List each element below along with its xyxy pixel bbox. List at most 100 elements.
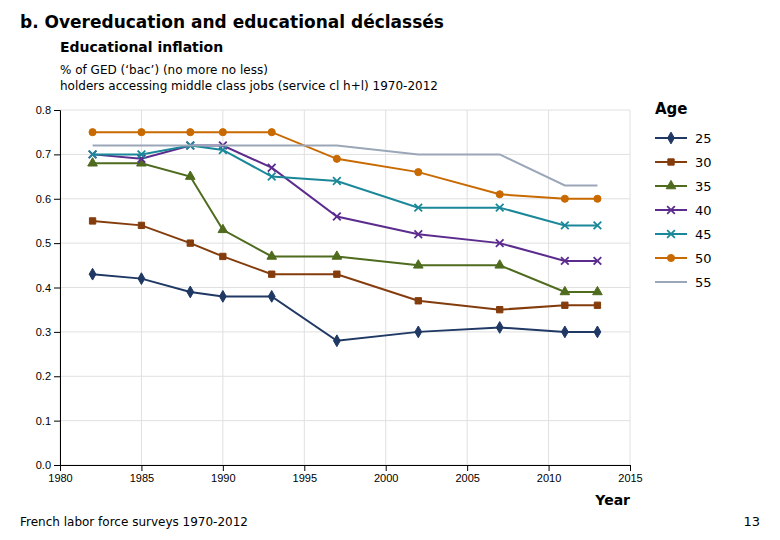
grid-line bbox=[60, 198, 630, 199]
marker bbox=[333, 155, 340, 162]
y-axis-label: holders accessing middle class jobs (ser… bbox=[60, 79, 438, 93]
legend-marker bbox=[668, 132, 675, 144]
marker bbox=[269, 271, 275, 277]
marker bbox=[268, 164, 276, 172]
y-tick: 0.4 bbox=[36, 282, 60, 294]
grid bbox=[60, 110, 630, 465]
x-tick: 1980 bbox=[48, 465, 72, 484]
marker bbox=[268, 173, 276, 181]
marker bbox=[594, 302, 600, 308]
series bbox=[89, 129, 601, 203]
marker bbox=[414, 204, 422, 212]
legend-marker bbox=[667, 206, 675, 214]
marker bbox=[185, 171, 195, 179]
axis-domain bbox=[61, 466, 631, 472]
series bbox=[89, 142, 602, 230]
tick-label: 2015 bbox=[618, 472, 642, 484]
marker bbox=[267, 251, 277, 259]
legend-marker bbox=[668, 159, 674, 165]
tick-mark bbox=[54, 243, 60, 244]
x-tick: 2010 bbox=[537, 465, 561, 484]
marker bbox=[415, 326, 422, 338]
legend-item: 50 bbox=[655, 251, 712, 266]
marker bbox=[268, 290, 275, 302]
tick-label: 0.7 bbox=[36, 148, 51, 160]
grid-line bbox=[60, 243, 630, 244]
tick-label: 0.6 bbox=[36, 193, 51, 205]
marker bbox=[594, 195, 601, 202]
marker bbox=[497, 307, 503, 313]
legend-item: 25 bbox=[655, 131, 712, 146]
x-tick: 2005 bbox=[455, 465, 479, 484]
y-axis-label: % of GED (‘bac’) (no more no less) bbox=[60, 63, 268, 77]
x-tick: 1995 bbox=[293, 465, 317, 484]
y-tick: 0.8 bbox=[36, 104, 60, 116]
y-tick: 0.2 bbox=[36, 370, 60, 382]
legend-item: 40 bbox=[655, 203, 712, 218]
axis-domain bbox=[54, 111, 61, 466]
tick-label: 0.0 bbox=[36, 459, 51, 471]
marker bbox=[219, 146, 227, 154]
marker bbox=[138, 222, 144, 228]
tick-mark bbox=[54, 110, 60, 111]
tick-mark bbox=[54, 154, 60, 155]
x-tick: 2000 bbox=[374, 465, 398, 484]
marker bbox=[219, 129, 226, 136]
page-number: 13 bbox=[743, 514, 760, 529]
tick-mark bbox=[630, 465, 631, 471]
tick-label: 0.2 bbox=[36, 370, 51, 382]
marker bbox=[333, 213, 341, 221]
marker bbox=[89, 151, 97, 159]
plot-area bbox=[88, 129, 602, 347]
marker bbox=[220, 253, 226, 259]
legend-label: 45 bbox=[695, 227, 712, 242]
tick-label: 2010 bbox=[537, 472, 561, 484]
legend-item: 35 bbox=[655, 179, 712, 194]
marker bbox=[187, 286, 194, 298]
x-axis-label: Year bbox=[594, 492, 630, 508]
marker bbox=[89, 129, 96, 136]
tick-label: 1985 bbox=[130, 472, 154, 484]
marker bbox=[496, 322, 503, 334]
line bbox=[93, 132, 598, 199]
line bbox=[93, 163, 598, 292]
legend-item: 55 bbox=[655, 275, 712, 290]
grid-line bbox=[60, 287, 630, 288]
marker bbox=[562, 302, 568, 308]
marker bbox=[496, 239, 504, 247]
tick-label: 2000 bbox=[374, 472, 398, 484]
tick-mark bbox=[467, 465, 468, 471]
legend-label: 35 bbox=[695, 179, 712, 194]
marker bbox=[187, 129, 194, 136]
legend: Age25303540455055 bbox=[655, 100, 712, 290]
marker bbox=[414, 230, 422, 238]
legend-item: 30 bbox=[655, 155, 712, 170]
marker bbox=[496, 191, 503, 198]
marker bbox=[561, 257, 569, 265]
legend-item: 45 bbox=[655, 227, 712, 242]
marker bbox=[594, 222, 602, 230]
tick-mark bbox=[54, 288, 60, 289]
tick-label: 2005 bbox=[455, 472, 479, 484]
grid-line bbox=[60, 331, 630, 332]
marker bbox=[187, 240, 193, 246]
x-tick: 2015 bbox=[618, 465, 642, 484]
chart: b. Overeducation and educational déclass… bbox=[0, 0, 780, 540]
tick-label: 0.1 bbox=[36, 415, 51, 427]
legend-label: 40 bbox=[695, 203, 712, 218]
x-tick: 1990 bbox=[211, 465, 235, 484]
tick-mark bbox=[223, 465, 224, 471]
legend-marker bbox=[666, 180, 676, 188]
series bbox=[88, 158, 602, 295]
tick-label: 0.4 bbox=[36, 282, 51, 294]
legend-marker bbox=[667, 254, 674, 261]
marker bbox=[333, 335, 340, 347]
marker bbox=[594, 257, 602, 265]
legend-label: 30 bbox=[695, 155, 712, 170]
y-tick: 0.1 bbox=[36, 415, 60, 427]
marker bbox=[138, 273, 145, 285]
marker bbox=[333, 177, 341, 185]
marker bbox=[561, 195, 568, 202]
marker bbox=[332, 251, 342, 259]
tick-mark bbox=[549, 465, 550, 471]
